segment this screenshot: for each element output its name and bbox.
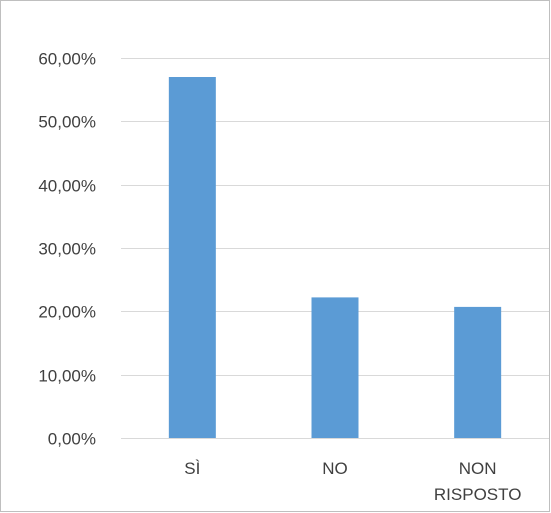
y-tick-label: 40,00%: [38, 177, 96, 196]
y-tick-label: 0,00%: [48, 430, 96, 449]
y-tick-label: 30,00%: [38, 240, 96, 259]
y-tick-label: 60,00%: [38, 50, 96, 69]
x-category-label: NON RISPOSTO: [434, 459, 522, 504]
x-category-label: SÌ: [184, 459, 200, 478]
bar: [454, 306, 502, 438]
bar: [311, 297, 359, 438]
y-axis-tick-labels: 0,00% 10,00% 20,00% 30,00% 40,00% 50,00% 60,00…: [38, 50, 96, 449]
x-category-label-line: RISPOSTO: [434, 485, 522, 504]
x-category-label: NO: [322, 459, 348, 478]
y-tick-label: 50,00%: [38, 113, 96, 132]
bars: [168, 77, 502, 438]
x-category-label-line: SÌ: [184, 459, 200, 478]
y-tick-label: 20,00%: [38, 303, 96, 322]
bar: [168, 77, 216, 438]
x-category-label-line: NO: [322, 459, 348, 478]
x-category-label-line: NON: [459, 459, 497, 478]
y-tick-label: 10,00%: [38, 367, 96, 386]
x-axis-category-labels: SÌ NO NON RISPOSTO: [184, 459, 521, 504]
